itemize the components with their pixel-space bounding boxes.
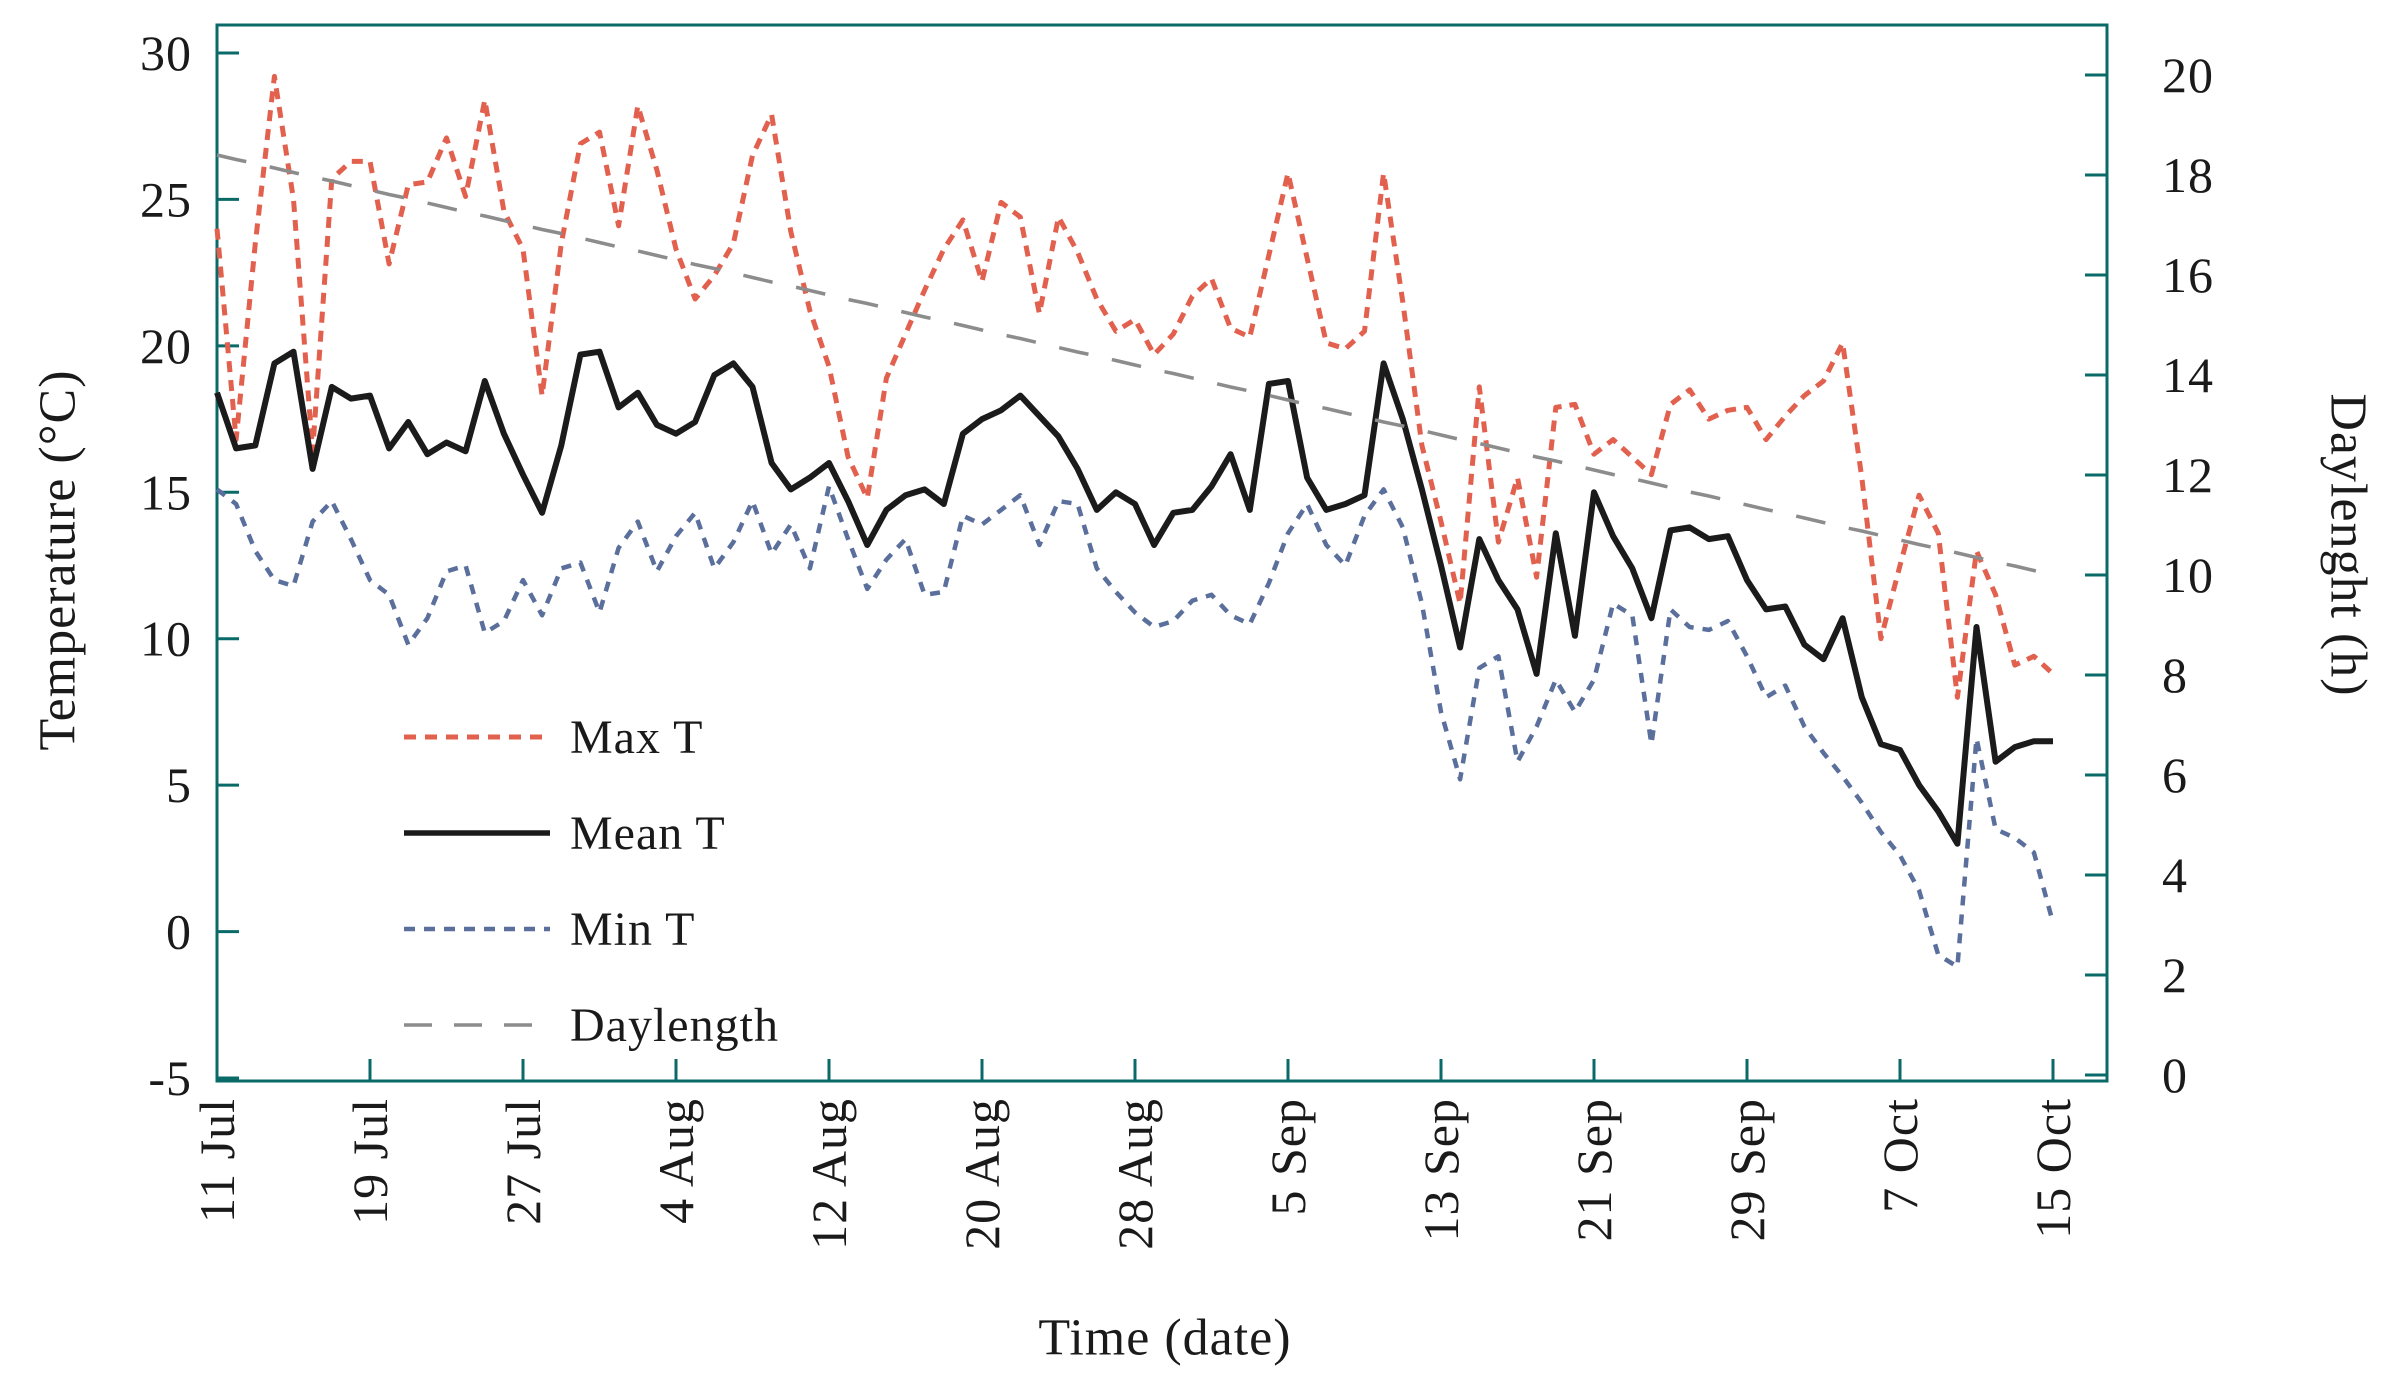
- legend-item-min-t: Min T: [402, 881, 779, 977]
- left-axis-tick-label: 15: [140, 464, 192, 520]
- x-axis-tick-label: 13 Sep: [1413, 1098, 1469, 1242]
- legend-line-icon: [404, 734, 550, 740]
- legend-item-mean-t: Mean T: [402, 785, 779, 881]
- x-axis-tick-label: 5 Sep: [1260, 1098, 1316, 1216]
- x-axis-tick-label: 29 Sep: [1719, 1098, 1775, 1242]
- legend-item-max-t: Max T: [402, 689, 779, 785]
- left-axis-tick-label: 25: [140, 171, 192, 227]
- x-axis-tick-label: 12 Aug: [801, 1098, 857, 1250]
- x-axis-tick-label: 11 Jul: [189, 1098, 245, 1223]
- x-axis-tick-label: 7 Oct: [1872, 1098, 1928, 1213]
- left-axis-tick-label: 20: [140, 318, 192, 374]
- legend-label: Max T: [570, 710, 704, 764]
- right-axis-tick-label: 0: [2162, 1047, 2188, 1103]
- right-axis-tick-label: 16: [2162, 247, 2214, 303]
- legend-item-daylength: Daylength: [402, 977, 779, 1073]
- legend-label: Daylength: [570, 998, 779, 1052]
- legend-label: Min T: [570, 902, 696, 956]
- legend: Max T Mean T Min T Daylength: [402, 689, 779, 1073]
- right-axis-tick-label: 2: [2162, 947, 2188, 1003]
- x-axis-tick-label: 21 Sep: [1566, 1098, 1622, 1242]
- right-axis-tick-label: 6: [2162, 747, 2188, 803]
- left-axis-tick-label: 10: [140, 611, 192, 667]
- x-axis-tick-label: 19 Jul: [342, 1098, 398, 1225]
- right-axis-tick-label: 20: [2162, 47, 2214, 103]
- right-axis-tick-label: 14: [2162, 347, 2214, 403]
- legend-line-icon: [404, 926, 550, 932]
- left-axis-tick-label: 30: [140, 25, 192, 81]
- right-axis-tick-label: 10: [2162, 547, 2214, 603]
- y-axis-title-right: Daylenght (h): [2319, 393, 2377, 697]
- right-axis-tick-label: 18: [2162, 147, 2214, 203]
- right-axis-tick-label: 12: [2162, 447, 2214, 503]
- x-axis-tick-label: 28 Aug: [1107, 1098, 1163, 1250]
- x-axis-tick-label: 20 Aug: [954, 1098, 1010, 1250]
- left-axis-tick-label: -5: [148, 1050, 192, 1106]
- legend-line-icon: [404, 830, 550, 836]
- left-axis-tick-label: 0: [166, 904, 192, 960]
- y-axis-title-left: Temperature (°C): [29, 369, 87, 751]
- x-axis-tick-label: 15 Oct: [2025, 1098, 2081, 1239]
- x-axis-title: Time (date): [1038, 1309, 1292, 1367]
- series-line-min-t: [215, 484, 2056, 969]
- right-axis-tick-label: 4: [2162, 847, 2188, 903]
- legend-label: Mean T: [570, 806, 726, 860]
- series-line-max-t: [214, 73, 2055, 700]
- plot-frame: [215, 23, 2109, 1083]
- series-line-daylength: [216, 153, 2054, 577]
- x-axis-tick-label: 27 Jul: [495, 1098, 551, 1225]
- series-line-mean-t: [214, 348, 2053, 847]
- left-axis-tick-label: 5: [166, 757, 192, 813]
- legend-line-icon: [404, 1023, 550, 1027]
- x-axis-tick-label: 4 Aug: [648, 1098, 704, 1224]
- right-axis-tick-label: 8: [2162, 647, 2188, 703]
